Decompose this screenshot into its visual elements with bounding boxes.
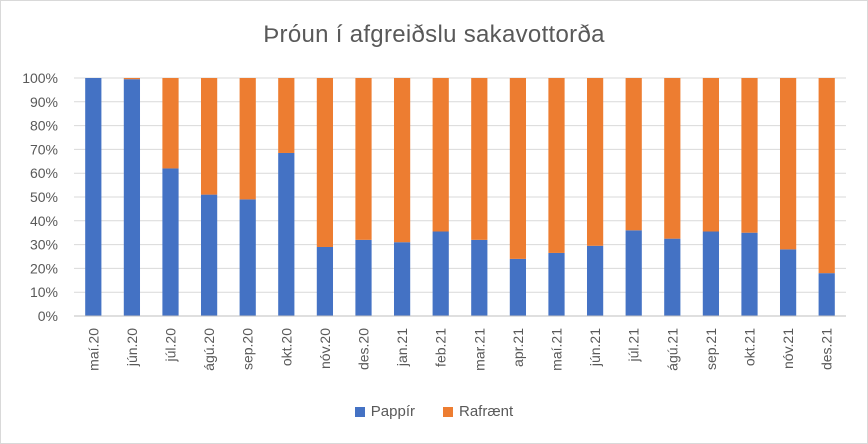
legend-item-rafraent: Rafrænt (443, 403, 513, 420)
bar-pappir (509, 258, 527, 316)
x-tick-label: jún.20 (124, 328, 140, 367)
bar-rafraent (432, 78, 449, 232)
bar-rafraent (471, 78, 488, 240)
x-tick-label: jún.21 (587, 328, 603, 367)
x-tick-label: des.20 (356, 328, 372, 370)
bar-pappir (162, 168, 179, 316)
bar-pappir (471, 239, 488, 316)
bar-pappir (239, 199, 256, 316)
legend-swatch-rafraent (443, 406, 453, 417)
bar-pappir (432, 231, 449, 316)
y-tick-label: 20% (30, 260, 58, 276)
y-tick-label: 40% (30, 213, 58, 229)
chart-legend: Pappír Rafrænt (0, 403, 868, 420)
bar-rafraent (548, 78, 565, 253)
bar-rafraent (509, 78, 527, 259)
y-tick-label: 60% (30, 165, 58, 181)
x-tick-label: ágú.21 (664, 328, 680, 371)
x-tick-label: okt.20 (278, 328, 294, 366)
y-tick-label: 80% (30, 118, 58, 134)
x-tick-label: jan.21 (394, 328, 410, 367)
bar-rafraent (664, 78, 681, 239)
bar-pappir (123, 79, 141, 316)
bar-pappir (393, 242, 411, 316)
y-tick-label: 50% (30, 189, 58, 205)
bar-pappir (586, 245, 604, 316)
x-tick-label: okt.21 (742, 328, 758, 366)
x-tick-label: sep.20 (240, 328, 256, 370)
bar-rafraent (702, 78, 720, 232)
bar-rafraent (162, 78, 179, 169)
chart-title: Þróun í afgreiðslu sakavottorða (263, 21, 605, 48)
x-tick-label: maí.20 (85, 328, 101, 371)
y-tick-label: 90% (30, 94, 58, 110)
y-tick-label: 70% (30, 141, 58, 157)
bar-pappir (278, 152, 295, 316)
bar-rafraent (393, 78, 411, 243)
bar-pappir (355, 239, 372, 316)
bar-rafraent (316, 78, 334, 247)
x-tick-label: mar.21 (471, 328, 487, 371)
x-tick-label: ágú.20 (201, 328, 217, 371)
bar-rafraent (625, 78, 642, 231)
x-tick-label: júl.21 (626, 328, 642, 363)
bar-pappir (548, 252, 565, 316)
legend-label-rafraent: Rafrænt (459, 403, 514, 420)
bar-pappir (779, 249, 797, 316)
legend-label-pappir: Pappír (370, 403, 415, 420)
bar-rafraent (239, 78, 256, 200)
x-tick-label: apr.21 (510, 328, 526, 367)
x-tick-label: nóv.21 (780, 328, 796, 369)
bar-pappir (625, 230, 642, 316)
bar-rafraent (200, 78, 218, 195)
x-tick-label: maí.21 (549, 328, 565, 371)
bar-rafraent (818, 78, 835, 274)
y-tick-label: 10% (30, 284, 58, 300)
legend-item-pappir: Pappír (354, 403, 415, 420)
bar-rafraent (586, 78, 604, 246)
y-tick-label: 100% (22, 70, 58, 86)
x-tick-label: nóv.20 (317, 328, 333, 369)
bar-pappir (664, 238, 681, 316)
y-tick-label: 0% (38, 308, 58, 324)
bar-rafraent (355, 78, 372, 240)
bar-pappir (200, 194, 218, 316)
bar-pappir (702, 231, 720, 316)
bar-rafraent (741, 78, 758, 233)
bar-rafraent (123, 78, 141, 80)
x-tick-label: sep.21 (703, 328, 719, 370)
bar-pappir (85, 78, 102, 316)
bar-rafraent (779, 78, 797, 250)
bar-rafraent (278, 78, 295, 153)
legend-swatch-pappir (354, 406, 365, 417)
bar-pappir (741, 232, 758, 316)
bar-pappir (818, 273, 835, 316)
x-tick-label: des.21 (819, 328, 835, 370)
x-tick-label: feb.21 (433, 328, 449, 367)
x-tick-label: júl.20 (163, 328, 179, 363)
y-tick-label: 30% (30, 237, 58, 253)
bar-pappir (316, 246, 334, 316)
